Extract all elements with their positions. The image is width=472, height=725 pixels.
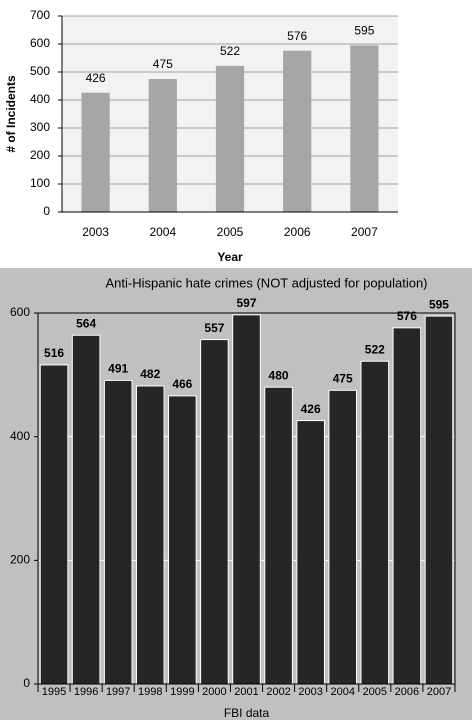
bar — [392, 327, 422, 685]
y-tick-label: 400 — [30, 92, 50, 106]
data-label: 480 — [269, 368, 289, 382]
bar — [71, 334, 101, 685]
x-tick-label: 2004 — [149, 225, 176, 239]
y-tick-label: 300 — [30, 120, 50, 134]
x-tick-label: 2005 — [363, 686, 387, 698]
y-tick-label: 200 — [10, 553, 30, 567]
x-tick-label: 1998 — [138, 686, 162, 698]
x-tick-label: 2004 — [330, 686, 354, 698]
chart-title: Anti-Hispanic hate crimes (NOT adjusted … — [105, 275, 427, 290]
x-tick-label: 2007 — [351, 225, 378, 239]
x-tick-label: 2000 — [202, 686, 226, 698]
bar — [39, 364, 69, 685]
bar — [215, 65, 245, 212]
bar — [296, 420, 325, 685]
data-label: 475 — [153, 57, 173, 71]
x-tick-label: 2002 — [266, 686, 290, 698]
x-tick-label: 2001 — [234, 686, 258, 698]
data-label: 516 — [44, 346, 64, 360]
y-tick-label: 500 — [30, 64, 50, 78]
bar — [232, 314, 261, 685]
bar — [328, 389, 358, 685]
x-axis-title: Year — [217, 250, 243, 264]
y-tick-label: 200 — [30, 148, 50, 162]
data-label: 466 — [172, 377, 192, 391]
y-tick-label: 100 — [30, 176, 50, 190]
data-label: 482 — [140, 367, 160, 381]
y-tick-label: 600 — [10, 305, 30, 319]
bar — [283, 50, 312, 212]
x-tick-label: 2006 — [395, 686, 419, 698]
bar — [81, 92, 110, 212]
bar — [200, 339, 229, 685]
x-tick-label: 2005 — [217, 225, 244, 239]
x-tick-label: 2006 — [284, 225, 311, 239]
bar — [148, 79, 177, 212]
x-tick-label: 1999 — [170, 686, 194, 698]
y-axis-title: # of Incidents — [4, 75, 18, 153]
x-tick-label: 1997 — [106, 686, 130, 698]
data-label: 426 — [301, 402, 321, 416]
x-tick-label: 1996 — [74, 686, 98, 698]
data-label: 564 — [76, 316, 96, 330]
data-label: 595 — [429, 297, 449, 311]
data-label: 522 — [365, 342, 385, 356]
data-label: 576 — [397, 309, 417, 323]
y-tick-label: 0 — [23, 676, 30, 690]
data-label: 576 — [287, 29, 307, 43]
bar — [168, 395, 197, 685]
data-label: 475 — [333, 371, 353, 385]
data-label: 522 — [220, 44, 240, 58]
y-tick-label: 400 — [10, 429, 30, 443]
bar — [264, 386, 293, 685]
data-label: 597 — [236, 296, 256, 310]
x-tick-label: 2003 — [82, 225, 109, 239]
bar — [135, 385, 165, 685]
data-label: 491 — [108, 362, 128, 376]
x-tick-label: 1995 — [42, 686, 66, 698]
x-tick-label: 2003 — [298, 686, 322, 698]
bar — [360, 360, 390, 685]
bar — [350, 45, 379, 213]
x-axis-title: FBI data — [224, 706, 270, 720]
y-tick-label: 0 — [43, 204, 50, 218]
plot-border — [37, 312, 456, 685]
data-label: 557 — [204, 321, 224, 335]
y-tick-label: 600 — [30, 36, 50, 50]
x-tick-label: 2007 — [427, 686, 451, 698]
bar — [103, 379, 133, 685]
data-label: 595 — [354, 24, 374, 38]
data-label: 426 — [86, 71, 106, 85]
bar — [424, 315, 454, 685]
y-tick-label: 700 — [30, 8, 50, 22]
